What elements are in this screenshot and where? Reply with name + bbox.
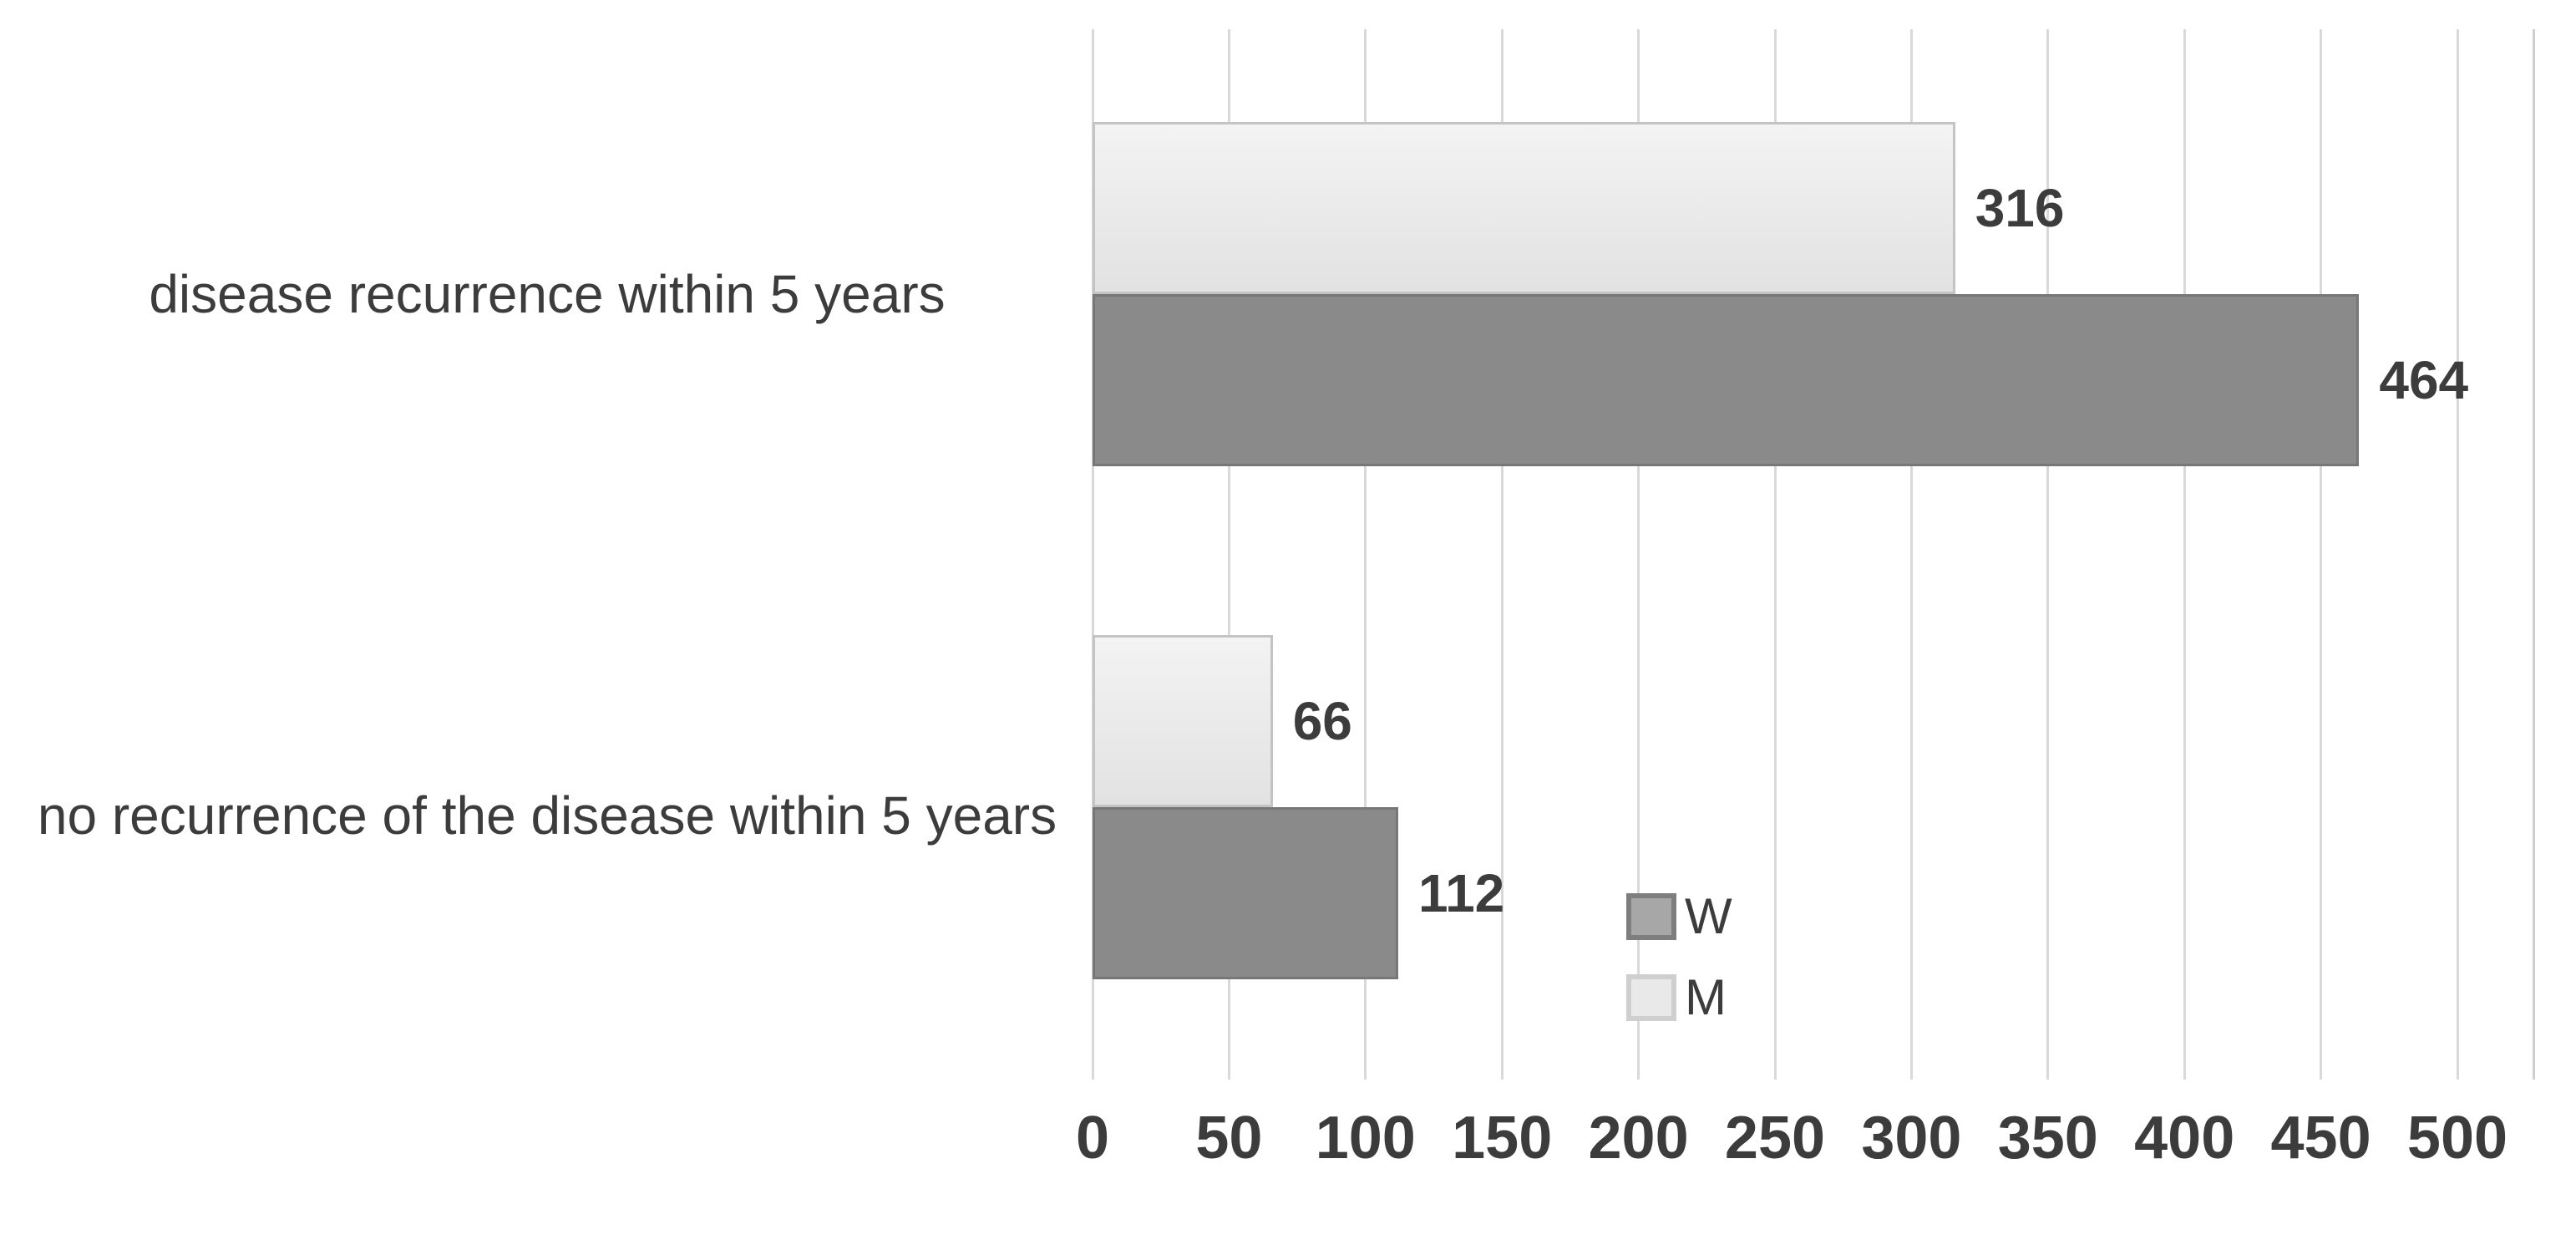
data-label-m-1: 66	[1292, 691, 1352, 751]
x-tick-label-0: 0	[1075, 1105, 1110, 1171]
gridline-x-400	[2183, 29, 2186, 1080]
x-tick-label-50: 50	[1195, 1105, 1263, 1171]
legend-swatch-m-icon	[1626, 973, 1676, 1021]
category-label-0: disease recurrence within 5 years	[149, 264, 946, 324]
bar-m-0	[1093, 122, 1955, 294]
plot-area-right-border	[2532, 29, 2535, 1080]
x-tick-label-100: 100	[1315, 1105, 1416, 1171]
bar-m-1	[1093, 635, 1273, 807]
gridline-x-250	[1773, 29, 1777, 1080]
data-label-w-1: 112	[1418, 863, 1505, 923]
x-tick-label-200: 200	[1588, 1105, 1689, 1171]
legend-item-w: W	[1626, 887, 1732, 945]
legend-label-m: M	[1685, 969, 1727, 1025]
x-tick-label-150: 150	[1452, 1105, 1553, 1171]
gridline-x-100	[1364, 29, 1367, 1080]
gridline-x-200	[1637, 29, 1640, 1080]
x-tick-label-250: 250	[1724, 1105, 1826, 1171]
gridline-x-50	[1227, 29, 1230, 1080]
x-tick-label-400: 400	[2134, 1105, 2235, 1171]
gridline-x-500	[2456, 29, 2459, 1080]
x-tick-label-350: 350	[1997, 1105, 2098, 1171]
gridline-x-450	[2320, 29, 2323, 1080]
gridline-x-300	[1909, 29, 1913, 1080]
bar-w-0	[1093, 294, 2360, 466]
x-tick-label-300: 300	[1861, 1105, 1962, 1171]
legend-swatch-w-icon	[1626, 892, 1676, 940]
data-label-w-0: 464	[2379, 350, 2469, 410]
bar-w-1	[1093, 807, 1399, 979]
legend-label-w: W	[1685, 888, 1732, 944]
gridline-x-150	[1500, 29, 1504, 1080]
gridline-x-350	[2046, 29, 2050, 1080]
data-label-m-0: 316	[1975, 178, 2065, 238]
x-tick-label-500: 500	[2406, 1105, 2508, 1171]
gridline-x-0	[1091, 29, 1094, 1080]
category-label-1: no recurrence of the disease within 5 ye…	[37, 785, 1057, 846]
x-tick-label-450: 450	[2270, 1105, 2371, 1171]
legend-item-m: M	[1626, 968, 1732, 1026]
